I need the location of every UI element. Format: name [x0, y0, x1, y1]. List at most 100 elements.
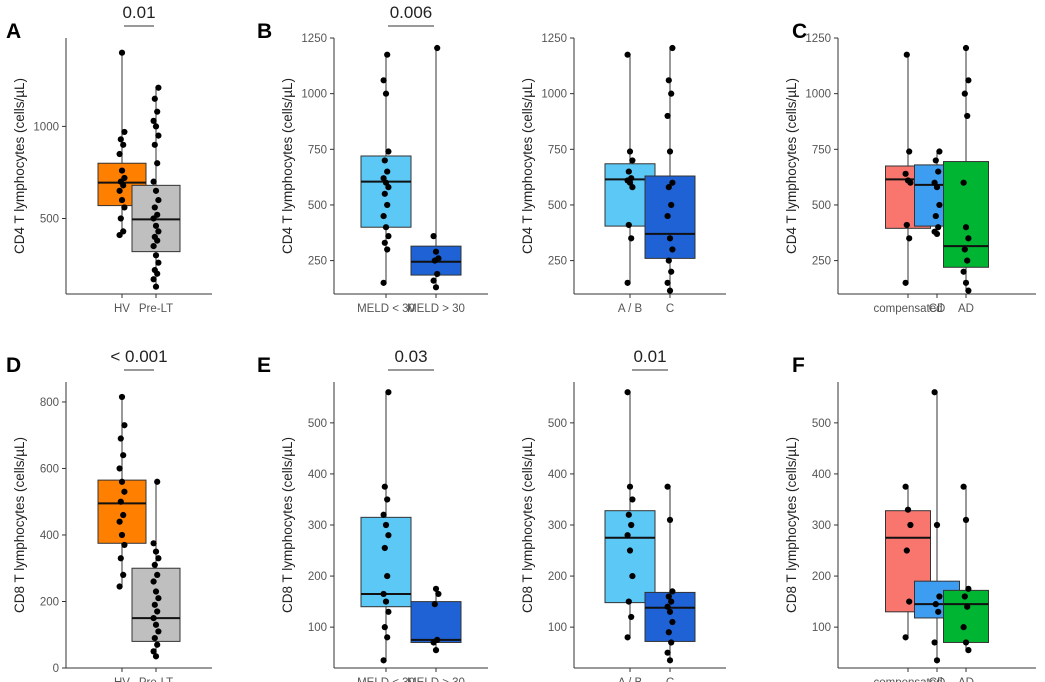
y-tick-label: 1250: [301, 33, 327, 45]
data-point: [118, 167, 126, 174]
data-point: [669, 588, 676, 595]
data-point: [435, 255, 442, 262]
data-point: [669, 179, 676, 186]
data-point: [154, 108, 161, 115]
data-point: [665, 184, 672, 191]
data-point: [152, 653, 160, 660]
data-point: [669, 246, 676, 253]
data-point: [668, 90, 675, 97]
data-point: [151, 204, 158, 211]
x-tick-label: Pre-LT: [139, 303, 173, 315]
data-point: [903, 547, 910, 554]
y-tick-label: 750: [308, 144, 327, 156]
x-tick-label: MELD < 30: [357, 303, 415, 315]
data-point: [666, 287, 674, 294]
data-point: [626, 483, 634, 490]
data-point: [116, 518, 123, 525]
y-tick-label: 250: [548, 256, 567, 268]
data-point: [150, 243, 157, 250]
data-point: [150, 648, 157, 655]
data-point: [152, 621, 160, 628]
data-point: [154, 211, 161, 218]
data-point: [118, 393, 126, 401]
data-point: [120, 511, 127, 519]
data-point: [384, 201, 391, 209]
data-point: [624, 279, 631, 286]
data-point: [381, 544, 388, 552]
data-point: [664, 112, 671, 120]
data-point: [381, 239, 388, 246]
data-point: [382, 521, 390, 529]
data-point: [384, 246, 391, 253]
data-point: [960, 268, 967, 275]
data-point: [962, 44, 970, 52]
data-point: [121, 541, 128, 549]
y-tick-label: 500: [40, 213, 59, 225]
data-point: [380, 175, 387, 182]
data-point: [120, 571, 127, 578]
data-point: [628, 613, 635, 621]
chart-panel-c-3: 250 500 750 1000 1250 CD4 T lymphocytes (cell…: [784, 33, 1036, 315]
data-point: [628, 235, 635, 242]
panel-letter-a: A: [6, 20, 21, 43]
data-point: [432, 248, 440, 255]
y-tick-label: 200: [308, 571, 327, 583]
y-tick-label: 400: [40, 530, 59, 542]
y-tick-label: 100: [308, 622, 327, 634]
data-point: [669, 618, 676, 626]
data-point: [962, 516, 970, 523]
data-point: [668, 598, 675, 605]
data-point: [964, 112, 971, 120]
data-point: [902, 170, 909, 177]
data-point: [150, 615, 157, 622]
data-point: [154, 608, 161, 615]
x-tick-label: compensated: [873, 677, 942, 682]
x-tick-label: C: [666, 303, 674, 315]
y-axis-title: CD8 T lymphocytes (cells/µL): [520, 437, 535, 613]
p-value-label: 0.03: [394, 347, 427, 366]
data-point: [932, 157, 939, 164]
data-point: [666, 148, 674, 155]
data-point: [152, 123, 160, 130]
x-tick-label: AD: [958, 303, 974, 315]
y-axis-title: CD4 T lymphocytes (cells/µL): [12, 78, 27, 254]
data-point: [118, 196, 126, 204]
data-point: [121, 488, 128, 495]
y-tick-label: 250: [812, 256, 831, 268]
data-point: [626, 148, 634, 155]
data-point: [121, 204, 128, 211]
y-tick-label: 500: [308, 200, 327, 212]
data-point: [933, 657, 941, 664]
x-tick-label: MELD < 30: [357, 677, 415, 682]
y-tick-label: 200: [40, 596, 59, 608]
x-tick-label: CD: [929, 677, 946, 682]
data-point: [961, 90, 968, 97]
y-tick-label: 100: [812, 622, 831, 634]
data-point: [902, 279, 909, 286]
y-tick-label: 400: [308, 469, 327, 481]
data-point: [154, 478, 161, 485]
data-point: [903, 221, 910, 229]
data-point: [931, 179, 938, 186]
data-point: [118, 531, 126, 539]
data-point: [625, 168, 632, 175]
p-value-label: 0.01: [122, 3, 155, 22]
x-tick-label: HV: [114, 677, 130, 682]
data-point: [120, 141, 127, 148]
data-point: [385, 233, 392, 240]
data-point: [666, 608, 674, 615]
data-point: [381, 157, 388, 164]
data-point: [432, 585, 440, 592]
panel-letter-f: F: [792, 354, 805, 377]
data-point: [434, 636, 441, 644]
data-point: [664, 279, 671, 286]
data-point: [624, 51, 631, 58]
chart-panel-e-6: 100 200 300 400 500 CD8 T lymphocytes (cells/…: [520, 347, 726, 682]
data-point: [384, 51, 391, 58]
data-point: [151, 601, 158, 608]
y-tick-label: 100: [548, 622, 567, 634]
data-point: [932, 212, 939, 220]
panel-letter-d: D: [6, 354, 21, 377]
data-point: [434, 270, 441, 278]
y-tick-label: 1000: [301, 89, 327, 101]
